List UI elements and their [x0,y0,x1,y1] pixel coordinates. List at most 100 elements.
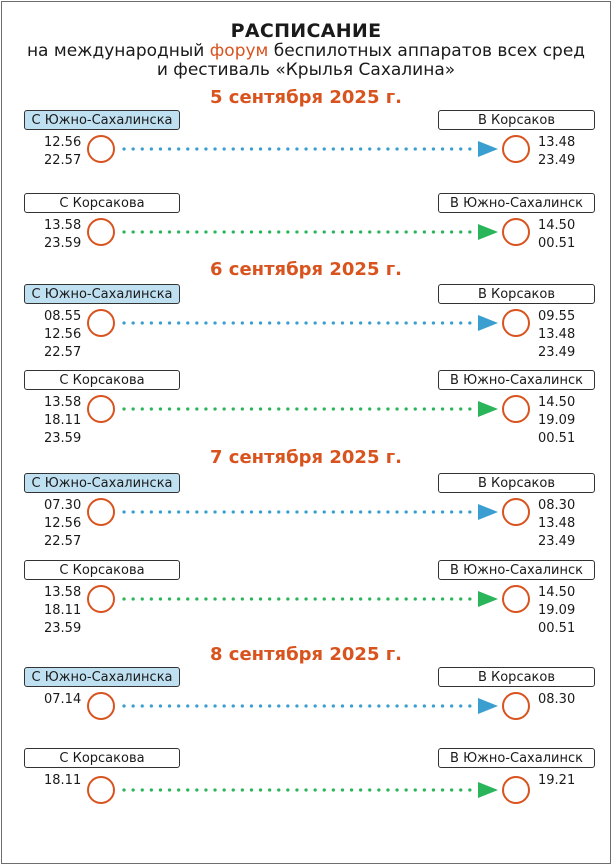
arrow-icon [478,698,498,714]
departure-circle-icon [87,585,115,613]
arrow-icon [478,401,498,417]
arrival-time: 00.51 [538,621,576,636]
arrival-time: 14.50 [538,218,576,233]
arrival-time: 14.50 [538,395,576,410]
departure-time: 13.58 [44,218,82,233]
departure-time: 13.58 [44,585,82,600]
route-track [87,585,530,613]
departure-time: 07.30 [44,498,82,513]
arrival-label: В Южно-Сахалинск [438,193,595,213]
arrival-circle-icon [502,135,530,163]
arrow-icon [478,782,498,798]
route-row: С Корсакова В Южно-Сахалинск 13.58 23.59 14.… [0,193,612,275]
route-track [87,776,530,804]
departure-time: 12.56 [44,135,82,150]
arrival-time: 08.30 [538,498,576,513]
arrival-circle-icon [502,309,530,337]
arrival-time: 14.50 [538,585,576,600]
departure-circle-icon [87,776,115,804]
route-row: С Южно-Сахалинска В Корсаков 07.14 08.30 [0,667,612,749]
arrival-time: 13.48 [538,327,576,342]
arrival-times: 14.50 19.09 00.51 [538,394,575,448]
departure-time: 18.11 [44,773,82,788]
departure-label: С Южно-Сахалинска [24,473,180,493]
arrival-times: 19.21 [538,772,575,790]
arrival-time: 00.51 [538,431,576,446]
arrival-time: 08.30 [538,692,576,707]
route-track [87,498,530,526]
route-track [87,218,530,246]
arrival-time: 23.49 [538,345,576,360]
subtitle-accent-word: форум [209,41,269,61]
arrow-icon [478,141,498,157]
route-row: С Южно-Сахалинска В Корсаков 07.30 12.56 22.… [0,473,612,555]
route-row: С Корсакова В Южно-Сахалинск 18.11 19.21 [0,748,612,830]
route-row: С Южно-Сахалинска В Корсаков 12.56 22.57 13.… [0,110,612,192]
arrival-time: 19.21 [538,773,576,788]
date-heading: 5 сентября 2025 г. [210,87,402,108]
arrival-circle-icon [502,218,530,246]
subtitle-line-2: и фестиваль «Крылья Сахалина» [156,60,456,80]
arrow-icon [478,224,498,240]
arrival-times: 09.55 13.48 23.49 [538,308,575,362]
arrival-times: 13.48 23.49 [538,134,575,170]
arrival-time: 19.09 [538,413,576,428]
arrival-circle-icon [502,498,530,526]
departure-circle-icon [87,309,115,337]
schedule-header: РАСПИСАНИЕ на международный форум беспил… [0,20,612,80]
departure-time: 12.56 [44,327,82,342]
route-row: С Корсакова В Южно-Сахалинск 13.58 18.11 23.… [0,560,612,642]
date-heading: 8 сентября 2025 г. [210,644,402,665]
arrival-time: 13.48 [538,135,576,150]
departure-times: 13.58 18.11 23.59 [44,584,81,638]
departure-times: 13.58 23.59 [44,217,81,253]
arrival-label: В Южно-Сахалинск [438,748,595,768]
route-track [87,395,530,423]
departure-label: С Южно-Сахалинска [24,667,180,687]
arrival-label: В Корсаков [438,284,595,304]
arrival-circle-icon [502,692,530,720]
arrival-time: 19.09 [538,603,576,618]
date-heading: 7 сентября 2025 г. [210,447,402,468]
departure-times: 12.56 22.57 [44,134,81,170]
arrival-circle-icon [502,585,530,613]
departure-times: 07.30 12.56 22.57 [44,497,81,551]
departure-label: С Корсакова [24,560,180,580]
departure-times: 08.55 12.56 22.57 [44,308,81,362]
arrow-icon [478,504,498,520]
departure-time: 13.58 [44,395,82,410]
arrival-label: В Корсаков [438,473,595,493]
arrival-circle-icon [502,776,530,804]
arrival-circle-icon [502,395,530,423]
departure-time: 12.56 [44,516,82,531]
departure-circle-icon [87,692,115,720]
departure-time: 23.59 [44,431,82,446]
arrival-times: 08.30 13.48 23.49 [538,497,575,551]
subtitle-line-1: на международный форум беспилотных аппар… [26,41,586,61]
date-heading: 6 сентября 2025 г. [210,259,402,280]
departure-label: С Корсакова [24,370,180,390]
arrow-icon [478,591,498,607]
departure-time: 23.59 [44,236,82,251]
arrival-time: 23.49 [538,153,576,168]
arrival-time: 13.48 [538,516,576,531]
departure-time: 23.59 [44,621,82,636]
arrival-label: В Южно-Сахалинск [438,560,595,580]
departure-time: 07.14 [44,692,82,707]
departure-circle-icon [87,135,115,163]
arrival-times: 14.50 00.51 [538,217,575,253]
route-track [87,309,530,337]
departure-times: 18.11 [44,772,81,790]
arrival-time: 09.55 [538,309,576,324]
departure-label: С Корсакова [24,193,180,213]
page-title: РАСПИСАНИЕ [230,20,382,42]
arrival-label: В Южно-Сахалинск [438,370,595,390]
departure-times: 07.14 [44,691,81,709]
departure-time: 22.57 [44,153,82,168]
route-row: С Южно-Сахалинска В Корсаков 08.55 12.56 22.… [0,284,612,366]
route-track [87,135,530,163]
arrow-icon [478,315,498,331]
departure-time: 18.11 [44,413,82,428]
arrival-times: 14.50 19.09 00.51 [538,584,575,638]
